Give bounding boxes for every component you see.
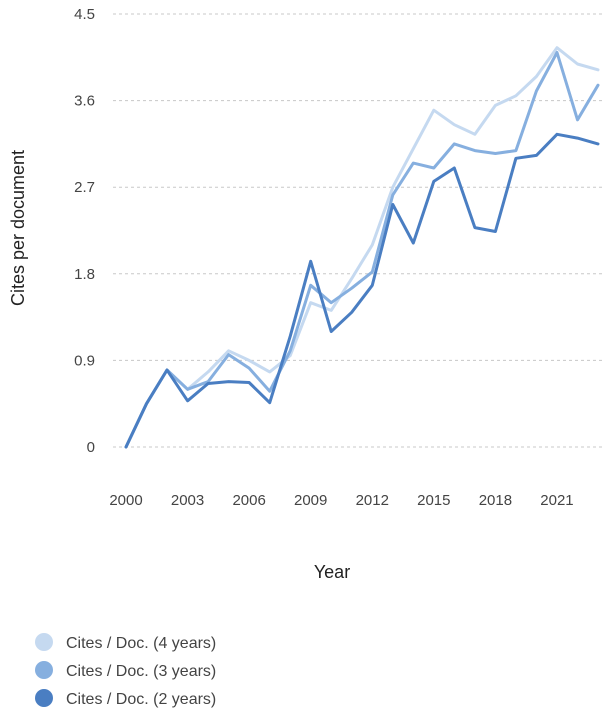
x-tick-label: 2021 (540, 492, 573, 509)
y-tick-label: 0.9 (74, 352, 95, 369)
y-axis-title: Cites per document (8, 150, 28, 306)
x-tick-label: 2012 (356, 492, 389, 509)
legend-swatch (35, 689, 53, 707)
y-tick-label: 0 (87, 439, 95, 456)
series-lines (124, 46, 600, 449)
legend: Cites / Doc. (4 years) Cites / Doc. (3 ye… (35, 633, 216, 708)
legend-item-2[interactable]: Cites / Doc. (3 years) (35, 661, 216, 680)
y-tick-label: 2.7 (74, 179, 95, 196)
legend-item-1[interactable]: Cites / Doc. (4 years) (35, 633, 216, 652)
x-axis-ticks: 2000 2003 2006 2009 2012 2015 2018 2021 (109, 492, 573, 509)
y-tick-label: 1.8 (74, 266, 95, 283)
series-line-2 (124, 51, 600, 449)
x-tick-label: 2015 (417, 492, 450, 509)
series-line-1 (124, 46, 600, 449)
y-axis-ticks: 0 0.9 1.8 2.7 3.6 4.5 (74, 6, 95, 456)
grid-lines (113, 13, 604, 448)
x-tick-label: 2009 (294, 492, 327, 509)
legend-label: Cites / Doc. (3 years) (66, 663, 216, 680)
legend-label: Cites / Doc. (2 years) (66, 691, 216, 708)
x-tick-label: 2018 (479, 492, 512, 509)
y-tick-label: 4.5 (74, 6, 95, 23)
x-tick-label: 2006 (232, 492, 265, 509)
y-tick-label: 3.6 (74, 93, 95, 110)
series-line-3 (124, 132, 600, 449)
legend-item-3[interactable]: Cites / Doc. (2 years) (35, 689, 216, 708)
x-axis-title: Year (314, 562, 350, 582)
x-tick-label: 2000 (109, 492, 142, 509)
x-tick-label: 2003 (171, 492, 204, 509)
legend-swatch (35, 661, 53, 679)
legend-swatch (35, 633, 53, 651)
legend-label: Cites / Doc. (4 years) (66, 635, 216, 652)
